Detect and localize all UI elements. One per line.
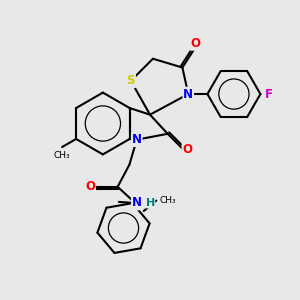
- Text: O: O: [85, 180, 95, 193]
- Text: H: H: [146, 198, 155, 208]
- Text: S: S: [127, 74, 135, 87]
- Text: CH₃: CH₃: [159, 196, 176, 205]
- Text: F: F: [265, 88, 273, 100]
- Text: N: N: [132, 133, 142, 146]
- Text: O: O: [190, 37, 201, 50]
- Text: CH₃: CH₃: [54, 151, 70, 160]
- Text: N: N: [183, 88, 193, 100]
- Text: N: N: [132, 196, 142, 209]
- Text: O: O: [182, 143, 192, 157]
